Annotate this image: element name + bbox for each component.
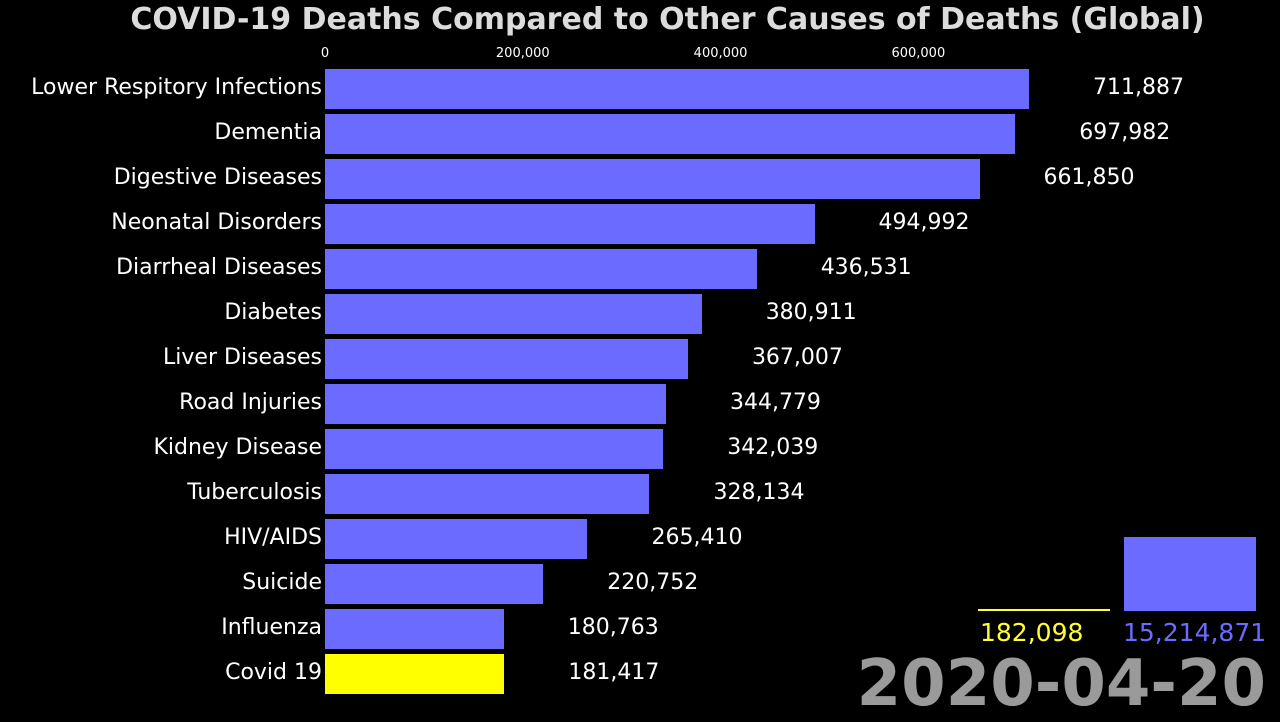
category-label: Influenza xyxy=(221,615,322,640)
value-label: 265,410 xyxy=(651,525,743,550)
category-label: Diabetes xyxy=(224,300,322,325)
bar-covid xyxy=(325,654,505,694)
category-label: HIV/AIDS xyxy=(224,525,322,550)
other-total-bar xyxy=(1124,537,1256,611)
bar xyxy=(325,249,757,289)
value-label: 367,007 xyxy=(751,345,843,370)
bar xyxy=(325,339,688,379)
category-label: Dementia xyxy=(214,120,322,145)
category-label: Road Injuries xyxy=(179,390,322,415)
category-label: Tuberculosis xyxy=(187,480,322,505)
value-label: 380,911 xyxy=(765,300,857,325)
value-label: 494,992 xyxy=(878,210,970,235)
covid-total-label: 182,098 xyxy=(980,618,1084,647)
category-label: Lower Respitory Infections xyxy=(31,75,322,100)
value-label: 328,134 xyxy=(713,480,805,505)
x-tick-label: 200,000 xyxy=(495,46,550,61)
category-label: Neonatal Disorders xyxy=(111,210,322,235)
x-tick-label: 0 xyxy=(320,46,330,61)
value-label: 220,752 xyxy=(607,570,699,595)
value-label: 344,779 xyxy=(729,390,821,415)
bar xyxy=(325,519,588,559)
value-label: 711,887 xyxy=(1093,75,1184,100)
bar xyxy=(325,114,1016,154)
x-tick-label: 400,000 xyxy=(693,46,748,61)
bar xyxy=(325,384,666,424)
category-label: Suicide xyxy=(242,570,322,595)
bar xyxy=(325,609,504,649)
bar xyxy=(325,159,980,199)
bar xyxy=(325,429,664,469)
date-label: 2020-04-20 xyxy=(856,647,1266,721)
category-label: Diarrheal Diseases xyxy=(116,255,322,280)
value-label: 697,982 xyxy=(1079,120,1171,145)
value-label: 342,039 xyxy=(727,435,819,460)
value-label: 436,531 xyxy=(820,255,912,280)
category-label: Kidney Disease xyxy=(153,435,322,460)
value-label: 181,417 xyxy=(568,660,660,685)
other-total-label: 15,214,871 xyxy=(1123,618,1267,647)
category-label: Covid 19 xyxy=(225,660,322,685)
x-tick-label: 600,000 xyxy=(891,46,946,61)
value-label: 661,850 xyxy=(1043,165,1135,190)
category-label: Digestive Diseases xyxy=(113,165,322,190)
bar xyxy=(325,204,815,244)
bar xyxy=(325,564,544,604)
chart-title: COVID-19 Deaths Compared to Other Causes… xyxy=(130,2,1205,37)
category-label: Liver Diseases xyxy=(163,345,322,370)
value-label: 180,763 xyxy=(567,615,659,640)
bar xyxy=(325,294,702,334)
covid-total-bar xyxy=(978,609,1110,611)
bar xyxy=(325,474,650,514)
bar xyxy=(325,69,1029,109)
